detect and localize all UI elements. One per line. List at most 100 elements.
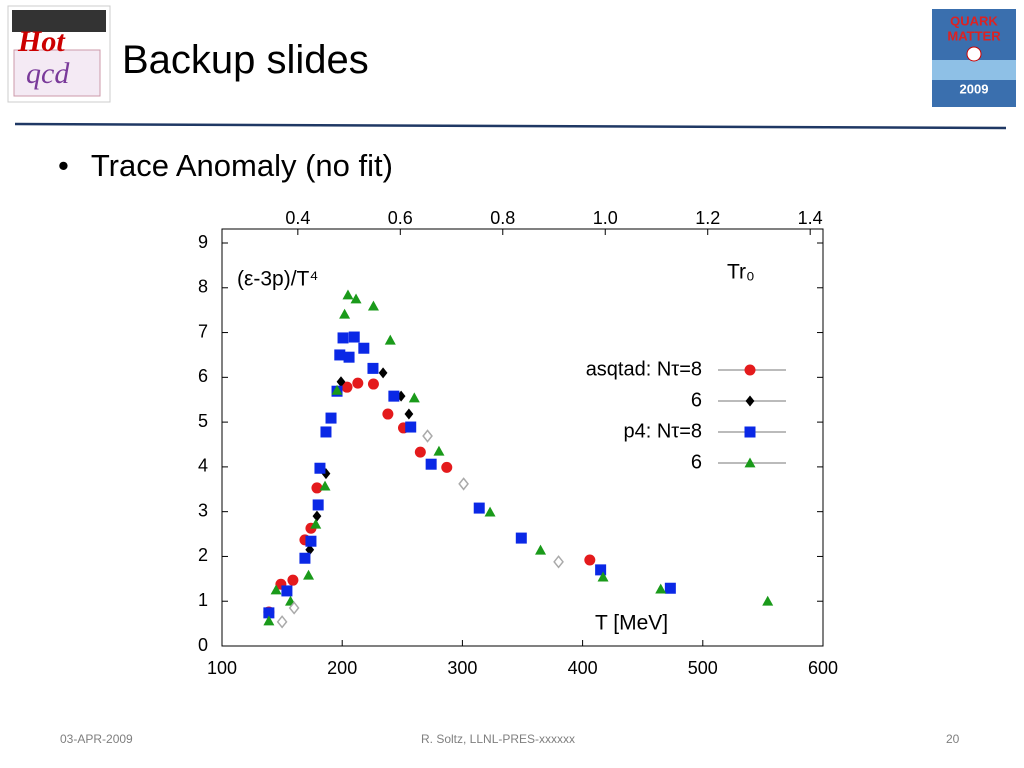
legend-marker: [744, 426, 756, 438]
y-tick-label: 4: [198, 456, 208, 476]
logo-text: QUARK: [950, 13, 998, 28]
data-point: [303, 569, 315, 580]
data-point: [305, 535, 317, 547]
y-tick-label: 6: [198, 366, 208, 386]
y-tick-label: 3: [198, 500, 208, 520]
logo-text: 2009: [960, 81, 989, 96]
y-tick-label: 5: [198, 411, 208, 431]
x-tick-label: 300: [447, 658, 477, 678]
data-point: [299, 552, 311, 564]
data-point: [367, 378, 379, 390]
legend-marker: [744, 457, 756, 468]
data-point: [553, 555, 564, 569]
data-point: [425, 458, 437, 470]
data-point: [311, 482, 323, 494]
x-tick-label: 500: [688, 658, 718, 678]
data-point: [312, 510, 322, 522]
x2-tick-label: 1.0: [593, 208, 618, 228]
y-tick-label: 7: [198, 321, 208, 341]
data-point: [331, 384, 343, 395]
data-point: [325, 412, 337, 424]
legend-label: p4: Nτ=8: [623, 420, 702, 442]
logo-text: qcd: [26, 57, 70, 90]
y-tick-label: 2: [198, 545, 208, 565]
data-point: [341, 381, 353, 393]
data-point: [348, 331, 360, 343]
legend-marker: [744, 364, 756, 376]
data-point: [281, 585, 293, 597]
bullet-text: Trace Anomaly (no fit): [90, 148, 393, 183]
footer-author: R. Soltz, LLNL-PRES-xxxxxx: [421, 732, 576, 746]
x-tick-label: 600: [808, 658, 838, 678]
y-tick-label: 9: [198, 232, 208, 252]
data-point: [314, 462, 326, 474]
y-tick-label: 8: [198, 277, 208, 297]
x2-tick-label: 1.2: [695, 208, 720, 228]
data-point: [664, 582, 676, 594]
data-point: [287, 574, 299, 586]
data-point: [382, 408, 394, 420]
data-point: [339, 308, 351, 319]
data-point: [350, 293, 362, 304]
data-point: [310, 518, 322, 529]
quark-matter-logo: QUARK MATTER 2009: [932, 9, 1016, 107]
data-point: [655, 583, 667, 594]
data-point: [336, 376, 346, 388]
x2-tick-label: 0.6: [388, 208, 413, 228]
data-point: [358, 342, 370, 354]
data-point: [270, 584, 282, 595]
data-point: [378, 367, 388, 379]
data-point: [384, 334, 396, 345]
data-point: [388, 390, 400, 402]
legend-marker: [745, 395, 755, 407]
data-point: [305, 544, 315, 556]
annotation: (ε-3p)/T⁴: [237, 268, 318, 291]
data-point: [337, 332, 349, 344]
header-rule: [14, 122, 1007, 130]
data-point: [484, 506, 496, 517]
x-tick-label: 100: [207, 658, 237, 678]
data-point: [342, 289, 354, 300]
data-point: [597, 571, 609, 582]
data-point: [343, 351, 355, 363]
legend-label: 6: [691, 451, 702, 473]
footer-page: 20: [946, 732, 960, 746]
plot-frame: [221, 228, 824, 647]
data-point: [584, 554, 596, 566]
y-tick-label: 0: [198, 635, 208, 655]
data-point: [595, 564, 607, 576]
footer-date: 03-APR-2009: [60, 732, 133, 746]
data-point: [535, 544, 547, 555]
data-point: [367, 300, 379, 311]
data-point: [263, 607, 275, 619]
data-point: [405, 421, 417, 433]
logo-text: MATTER: [947, 28, 1001, 43]
x-axis-label: T [MeV]: [595, 612, 668, 635]
data-point: [320, 426, 332, 438]
data-point: [334, 349, 346, 361]
slide-title: Backup slides: [122, 38, 369, 82]
x2-tick-label: 0.4: [285, 208, 310, 228]
x2-tick-label: 0.8: [490, 208, 515, 228]
data-point: [312, 499, 324, 511]
data-point: [422, 429, 433, 443]
annotation: Tr₀: [727, 261, 755, 284]
data-point: [408, 392, 420, 403]
data-point: [433, 445, 445, 456]
data-point: [762, 595, 774, 606]
data-point: [319, 480, 331, 491]
data-point: [473, 502, 485, 514]
data-point: [288, 601, 300, 615]
x2-tick-label: 1.4: [798, 208, 823, 228]
data-point: [414, 446, 426, 458]
data-point: [276, 615, 288, 629]
legend-label: asqtad: Nτ=8: [586, 358, 702, 380]
data-point: [352, 377, 364, 389]
bullet: • Trace Anomaly (no fit): [58, 148, 393, 183]
x-tick-label: 200: [327, 658, 357, 678]
data-point: [263, 615, 275, 626]
data-point: [441, 461, 453, 473]
hot-qcd-logo: Hot qcd: [7, 5, 111, 103]
